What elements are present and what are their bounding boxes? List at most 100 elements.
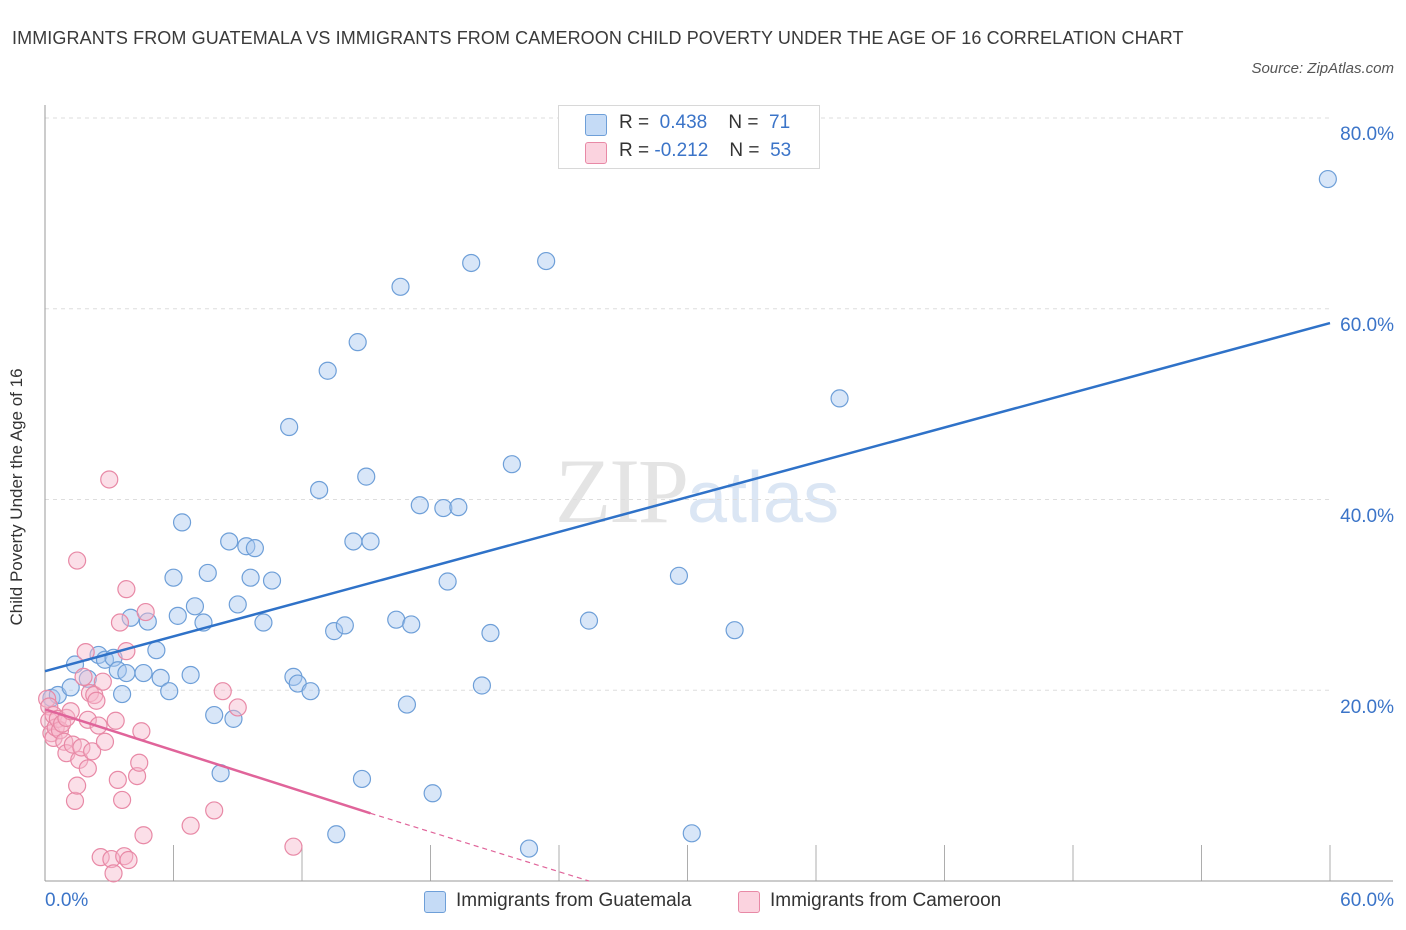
legend-swatch-guatemala bbox=[424, 891, 446, 913]
cameroon-point bbox=[228, 698, 247, 717]
guatemala-point bbox=[352, 769, 372, 789]
cameroon-point bbox=[93, 672, 112, 691]
guatemala-point bbox=[280, 417, 299, 437]
chart-title: IMMIGRANTS FROM GUATEMALA VS IMMIGRANTS … bbox=[12, 28, 1184, 48]
guatemala-point bbox=[117, 663, 136, 683]
guatemala-point bbox=[1318, 169, 1337, 189]
stats-legend: R = 0.438 N = 71 R = -0.212 N = 53 bbox=[558, 105, 820, 169]
cameroon-point bbox=[106, 711, 125, 730]
legend-swatch-cameroon bbox=[738, 891, 760, 913]
x-tick-label-min: 0.0% bbox=[45, 890, 89, 911]
legend-swatch-cameroon bbox=[585, 142, 607, 164]
guatemala-point bbox=[301, 682, 320, 701]
cameroon-point bbox=[104, 864, 123, 883]
cameroon-point bbox=[205, 801, 224, 820]
guatemala-point bbox=[537, 251, 556, 271]
cameroon-point bbox=[95, 732, 115, 751]
guatemala-point bbox=[357, 467, 376, 486]
cameroon-point bbox=[68, 776, 87, 795]
y-axis-label: Child Poverty Under the Age of 16 bbox=[7, 368, 26, 626]
guatemala-point bbox=[172, 513, 192, 532]
guatemala-point bbox=[160, 682, 179, 701]
x-tick-label-max: 60.0% bbox=[1340, 890, 1394, 911]
cameroon-point bbox=[108, 770, 127, 790]
cameroon-point bbox=[213, 682, 232, 701]
guatemala-point bbox=[579, 611, 599, 630]
guatemala-point bbox=[434, 498, 453, 518]
guatemala-point bbox=[151, 668, 170, 687]
y-tick-label: 60.0% bbox=[1340, 315, 1394, 336]
cameroon-point bbox=[100, 470, 119, 489]
cameroon-point bbox=[68, 551, 87, 570]
y-tick-label: 80.0% bbox=[1340, 124, 1394, 145]
guatemala-point bbox=[682, 824, 701, 843]
guatemala-point bbox=[164, 568, 183, 587]
cameroon-point bbox=[181, 816, 200, 835]
guatemala-point bbox=[335, 616, 354, 635]
guatemala-point bbox=[220, 532, 239, 551]
legend-label-cameroon: Immigrants from Cameroon bbox=[770, 890, 1002, 911]
guatemala-point bbox=[228, 595, 247, 614]
cameroon-point bbox=[72, 738, 91, 757]
y-tick-label: 40.0% bbox=[1340, 506, 1394, 527]
guatemala-point bbox=[112, 684, 132, 704]
guatemala-point bbox=[262, 571, 282, 590]
guatemala-trend-line bbox=[44, 321, 1331, 673]
guatemala-point bbox=[254, 613, 273, 632]
cameroon-point bbox=[130, 753, 149, 772]
legend-stats-cameroon: R = -0.212 N = 53 bbox=[619, 140, 792, 161]
y-tick-label: 20.0% bbox=[1340, 697, 1394, 718]
guatemala-point bbox=[410, 496, 429, 515]
guatemala-point bbox=[325, 622, 344, 641]
cameroon-point bbox=[117, 580, 136, 599]
guatemala-point bbox=[224, 709, 243, 728]
cameroon-point bbox=[74, 667, 93, 686]
guatemala-point bbox=[502, 455, 521, 474]
guatemala-point bbox=[134, 663, 153, 683]
guatemala-point bbox=[402, 615, 421, 634]
guatemala-point bbox=[61, 678, 80, 697]
guatemala-point bbox=[361, 532, 380, 551]
guatemala-point bbox=[185, 597, 205, 616]
guatemala-point bbox=[181, 665, 200, 685]
guatemala-point bbox=[423, 784, 442, 803]
cameroon-point bbox=[78, 759, 97, 778]
cameroon-point bbox=[119, 850, 138, 870]
guatemala-point bbox=[397, 695, 417, 714]
guatemala-point bbox=[310, 480, 329, 500]
guatemala-point bbox=[830, 389, 849, 408]
cameroon-point bbox=[136, 602, 155, 622]
guatemala-point bbox=[198, 563, 217, 583]
guatemala-point bbox=[245, 539, 264, 558]
data-points bbox=[38, 169, 1337, 883]
guatemala-point bbox=[519, 839, 539, 858]
cameroon-point bbox=[112, 790, 132, 810]
guatemala-point bbox=[147, 641, 166, 660]
guatemala-point bbox=[669, 566, 689, 585]
guatemala-point bbox=[387, 610, 406, 629]
watermark-zip: ZIP bbox=[555, 440, 689, 542]
legend-label-guatemala: Immigrants from Guatemala bbox=[456, 890, 692, 911]
guatemala-point bbox=[481, 623, 500, 643]
cameroon-point bbox=[87, 691, 106, 710]
cameroon-point bbox=[284, 837, 303, 856]
cameroon-point bbox=[40, 697, 59, 716]
cameroon-point bbox=[110, 613, 130, 632]
guatemala-point bbox=[348, 333, 367, 352]
cameroon-trend-extension bbox=[370, 812, 590, 882]
guatemala-point bbox=[438, 572, 457, 591]
guatemala-point bbox=[205, 705, 224, 725]
guatemala-point bbox=[462, 253, 481, 273]
legend-swatch-guatemala bbox=[585, 114, 607, 136]
cameroon-point bbox=[65, 791, 85, 810]
source-note: Source: ZipAtlas.com bbox=[1251, 60, 1394, 77]
guatemala-point bbox=[472, 676, 491, 695]
cameroon-point bbox=[127, 766, 147, 786]
watermark: ZIPatlas bbox=[555, 438, 839, 544]
axes bbox=[44, 105, 1393, 882]
guatemala-point bbox=[391, 277, 410, 296]
guatemala-point bbox=[241, 568, 260, 587]
guatemala-point bbox=[449, 498, 468, 517]
legend-stats-guatemala: R = 0.438 N = 71 bbox=[619, 112, 791, 133]
